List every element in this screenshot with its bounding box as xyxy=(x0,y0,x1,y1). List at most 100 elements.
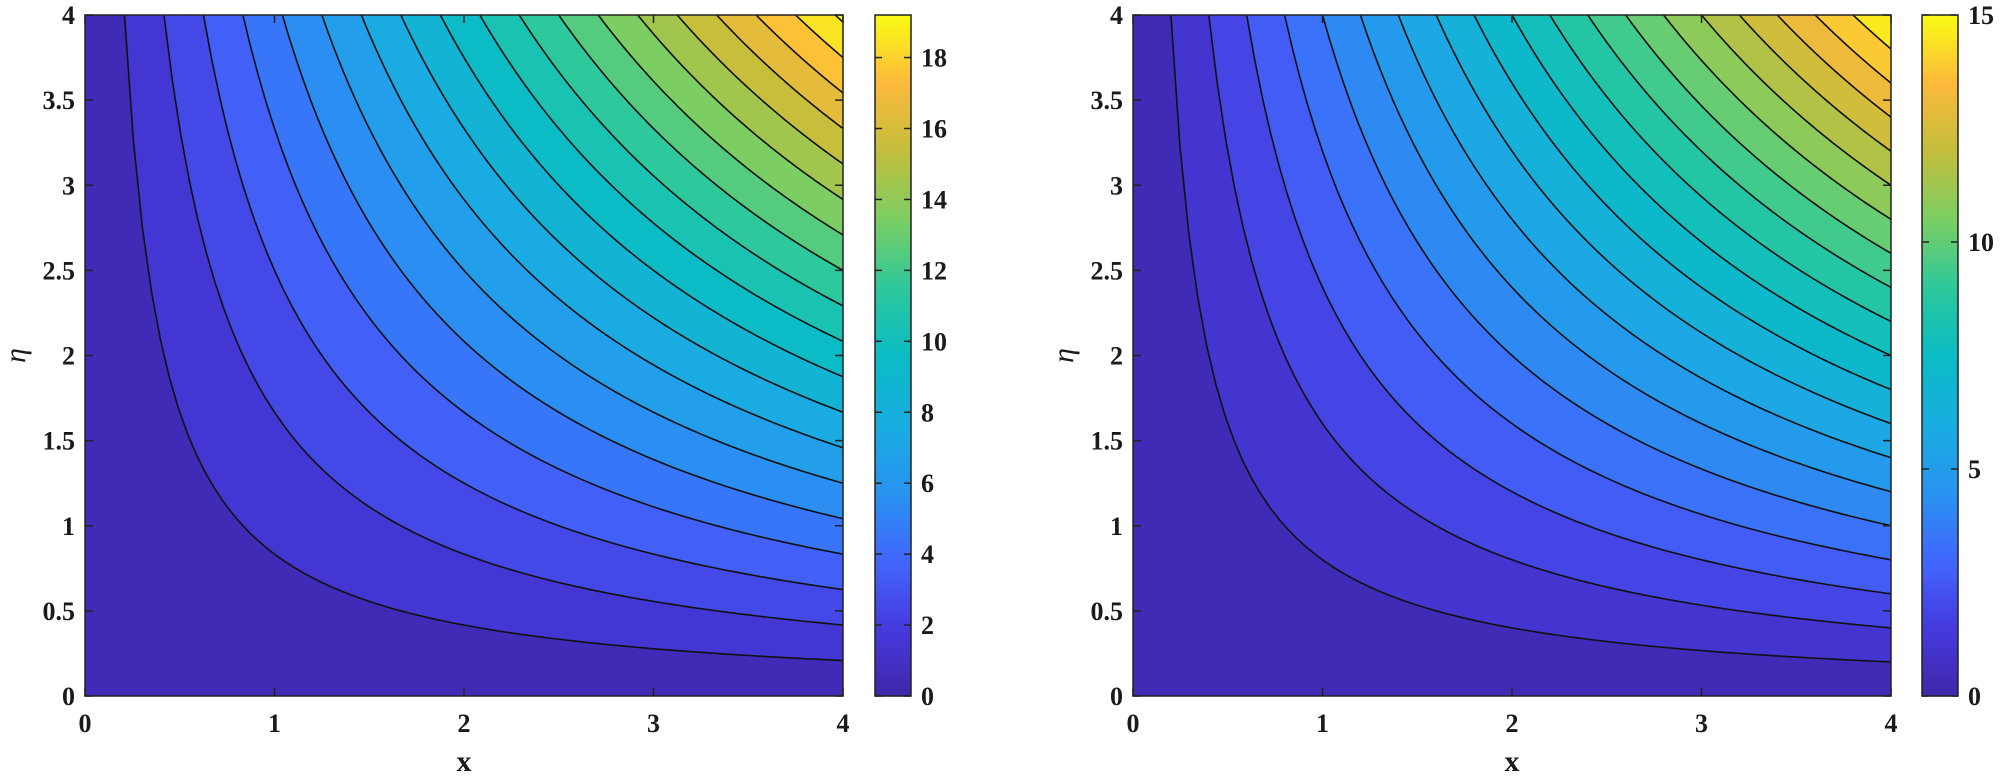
colorbar-segment xyxy=(875,103,911,108)
colorbar-segment xyxy=(875,420,911,425)
colorbar-segment xyxy=(875,423,911,428)
colorbar-segment xyxy=(1922,678,1958,683)
colorbar-segment xyxy=(875,168,911,173)
contour-line xyxy=(597,15,843,236)
colorbar-segment xyxy=(1922,79,1958,84)
colorbar-tick-label: 8 xyxy=(921,398,934,427)
y-tick-label: 1.5 xyxy=(43,427,76,456)
colorbar-segment xyxy=(1922,375,1958,380)
colorbar-frame xyxy=(1921,14,1959,697)
contour-line xyxy=(1397,15,1891,459)
colorbar-segment xyxy=(1922,447,1958,452)
contour-plot-1 xyxy=(85,15,843,696)
colorbar-segment xyxy=(1922,134,1958,139)
colorbar-segment xyxy=(875,35,911,40)
y-tick-label: 0 xyxy=(1110,682,1123,711)
colorbar-segment xyxy=(1922,168,1958,173)
colorbar-segment xyxy=(1922,76,1958,81)
contour-line xyxy=(479,15,843,343)
colorbar-segment xyxy=(875,175,911,180)
colorbar-segment xyxy=(875,229,911,234)
colorbar-segment xyxy=(875,457,911,462)
colorbar-segment xyxy=(1922,117,1958,122)
colorbar-segment xyxy=(875,498,911,503)
colorbar-segment xyxy=(1922,597,1958,602)
colorbar-segment xyxy=(1922,205,1958,210)
x-tick-label: 0 xyxy=(1127,709,1140,738)
colorbar-segment xyxy=(875,447,911,452)
colorbar-segment xyxy=(1922,423,1958,428)
colorbar-segment xyxy=(1922,171,1958,176)
colorbar-segment xyxy=(1922,202,1958,207)
contour-line xyxy=(321,15,843,484)
colorbar-segment xyxy=(1922,21,1958,26)
colorbar-segment xyxy=(875,260,911,265)
colorbar-segment xyxy=(875,678,911,683)
colorbar-segment xyxy=(1922,535,1958,540)
colorbar-segment xyxy=(1922,427,1958,431)
colorbar-segment xyxy=(1922,437,1958,442)
contour-line xyxy=(1208,15,1891,629)
y-tick-label: 2.5 xyxy=(43,256,76,285)
colorbar-segment xyxy=(1922,413,1958,418)
colorbar-segment xyxy=(875,266,911,271)
colorbar-segment xyxy=(875,15,911,19)
colorbar-segment xyxy=(1922,689,1958,694)
contour-line xyxy=(755,15,843,94)
colorbar-segment xyxy=(875,515,911,520)
colorbar-segment xyxy=(875,355,911,360)
colorbar-segment xyxy=(875,324,911,329)
colorbar-segment xyxy=(1922,644,1958,649)
colorbar-segment xyxy=(875,164,911,169)
colorbar-segment xyxy=(875,45,911,50)
colorbar-segment xyxy=(1922,501,1958,506)
colorbar-segment xyxy=(1922,25,1958,30)
colorbar-segment xyxy=(1922,32,1958,37)
colorbar-segment xyxy=(1922,563,1958,568)
colorbar-segment xyxy=(875,236,911,241)
colorbar-tick-label: 16 xyxy=(921,115,947,144)
colorbar-segment xyxy=(1922,461,1958,466)
colorbar-segment xyxy=(1922,369,1958,374)
colorbar-segment xyxy=(1922,284,1958,288)
colorbar-segment xyxy=(875,675,911,680)
colorbar-tick-label: 12 xyxy=(921,256,947,285)
colorbar-segment xyxy=(875,464,911,469)
colorbar-segment xyxy=(875,617,911,622)
colorbar-segment xyxy=(1922,113,1958,118)
colorbar-segment xyxy=(1922,440,1958,445)
colorbar-segment xyxy=(875,672,911,677)
colorbar-segment xyxy=(875,430,911,435)
x-tick-label: 2 xyxy=(458,709,471,738)
colorbar-segment xyxy=(875,21,911,26)
x-tick-label: 1 xyxy=(268,709,281,738)
colorbar-segment xyxy=(875,365,911,370)
colorbar-segment xyxy=(875,66,911,71)
colorbar-segment xyxy=(1922,62,1958,67)
colorbar-segment xyxy=(1922,617,1958,622)
colorbar-segment xyxy=(1922,249,1958,254)
x-tick-label: 4 xyxy=(1885,709,1898,738)
colorbar-segment xyxy=(875,413,911,418)
colorbar-segment xyxy=(1922,297,1958,302)
colorbar-segment xyxy=(875,590,911,595)
contour-line xyxy=(1625,15,1891,255)
colorbar-segment xyxy=(1922,481,1958,486)
colorbar-segment xyxy=(1922,542,1958,547)
colorbar-segment xyxy=(1922,45,1958,50)
colorbar-segment xyxy=(875,284,911,288)
contour-line xyxy=(716,15,843,130)
colorbar-segment xyxy=(1922,229,1958,234)
colorbar-segment xyxy=(875,648,911,653)
colorbar-tick-label: 14 xyxy=(921,185,947,214)
colorbar-segment xyxy=(1922,260,1958,265)
colorbar-segment xyxy=(1922,549,1958,554)
colorbar-segment xyxy=(1922,137,1958,142)
colorbar-segment xyxy=(875,665,911,670)
colorbar-segment xyxy=(875,151,911,156)
colorbar-segment xyxy=(1922,226,1958,231)
colorbar-segment xyxy=(1922,583,1958,588)
colorbar-segment xyxy=(875,249,911,254)
colorbar-segment xyxy=(875,178,911,183)
colorbar-segment xyxy=(1922,164,1958,169)
